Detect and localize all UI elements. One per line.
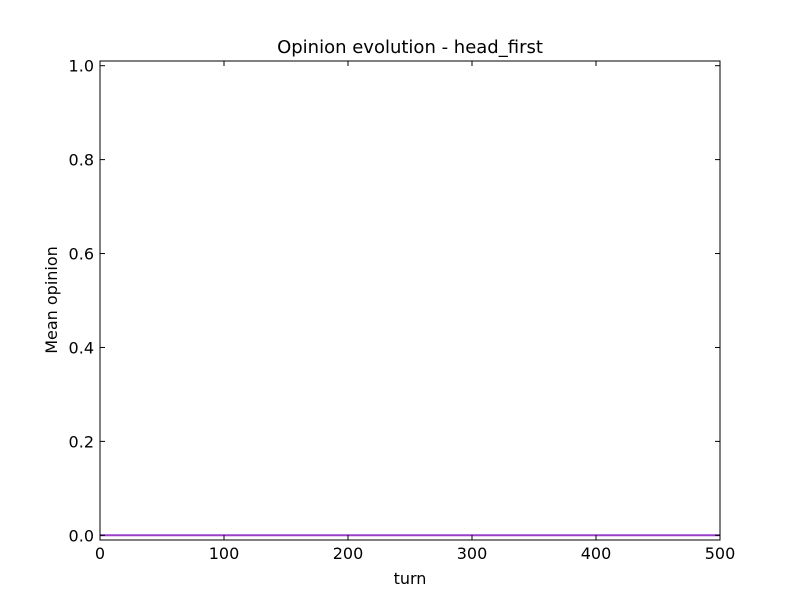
x-tick-label: 0 <box>95 544 105 563</box>
y-tick-label: 0.8 <box>69 151 94 170</box>
y-tick-label: 0.2 <box>69 432 94 451</box>
x-tick-label: 300 <box>457 544 488 563</box>
y-tick-label: 0.4 <box>69 338 94 357</box>
y-tick-label: 0.0 <box>69 526 94 545</box>
chart-title: Opinion evolution - head_first <box>277 37 543 58</box>
plot-frame <box>99 60 721 541</box>
x-tick-label: 200 <box>333 544 364 563</box>
x-axis-label: turn <box>394 569 427 588</box>
y-tick-label: 0.6 <box>69 245 94 264</box>
x-tick-label: 500 <box>705 544 736 563</box>
x-tick-label: 400 <box>581 544 612 563</box>
y-tick-label: 1.0 <box>69 57 94 76</box>
y-axis-label: Mean opinion <box>42 246 61 354</box>
x-tick-label: 100 <box>209 544 240 563</box>
